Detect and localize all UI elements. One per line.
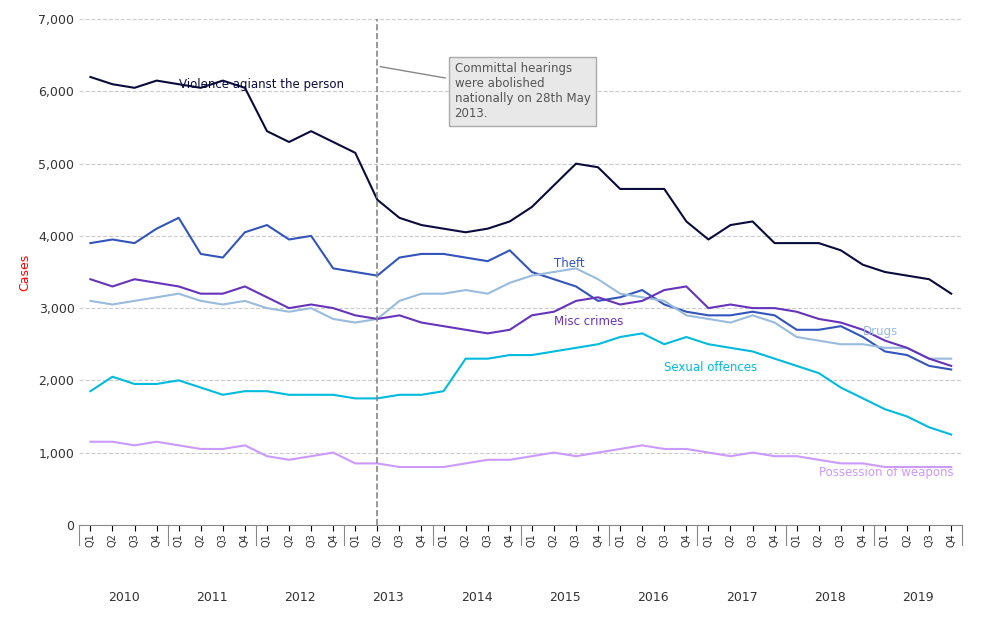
Text: Drugs: Drugs bbox=[863, 324, 898, 338]
Text: 2016: 2016 bbox=[638, 591, 669, 604]
Text: Violence agianst the person: Violence agianst the person bbox=[179, 77, 343, 91]
Text: Committal hearings
were abolished
nationally on 28th May
2013.: Committal hearings were abolished nation… bbox=[380, 63, 590, 120]
Text: 2012: 2012 bbox=[285, 591, 315, 604]
Text: 2017: 2017 bbox=[725, 591, 758, 604]
Text: 2015: 2015 bbox=[549, 591, 581, 604]
Text: Misc crimes: Misc crimes bbox=[554, 315, 623, 328]
Text: 2019: 2019 bbox=[903, 591, 933, 604]
Text: Possession of weapons: Possession of weapons bbox=[818, 467, 953, 479]
Text: 2010: 2010 bbox=[107, 591, 140, 604]
Text: 2014: 2014 bbox=[461, 591, 492, 604]
Y-axis label: Cases: Cases bbox=[19, 253, 32, 291]
Text: 2011: 2011 bbox=[196, 591, 227, 604]
Text: 2018: 2018 bbox=[813, 591, 846, 604]
Text: Theft: Theft bbox=[554, 257, 584, 270]
Text: Sexual offences: Sexual offences bbox=[665, 361, 758, 374]
Text: 2013: 2013 bbox=[373, 591, 404, 604]
